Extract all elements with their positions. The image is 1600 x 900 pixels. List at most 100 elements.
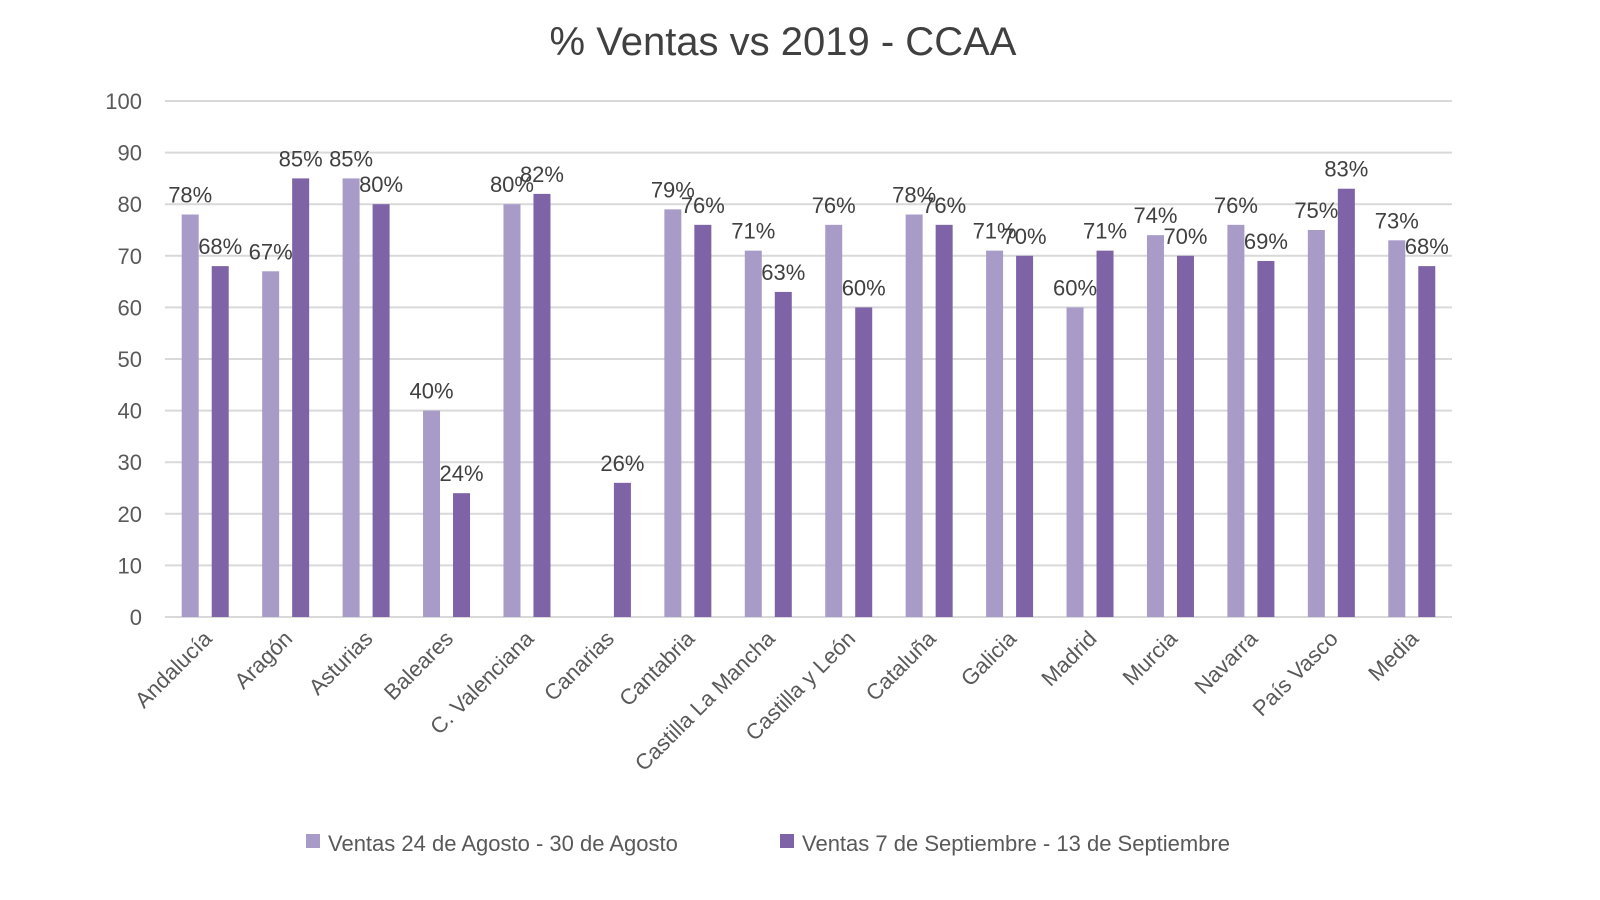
legend-label: Ventas 24 de Agosto - 30 de Agosto (328, 831, 678, 856)
data-label: 82% (520, 162, 564, 187)
data-label: 24% (440, 461, 484, 486)
data-label: 76% (1214, 193, 1258, 218)
bar-series-2-15 (1418, 266, 1436, 617)
x-tick-label: Aragón (229, 626, 297, 694)
bar-series-1-11 (1066, 307, 1084, 617)
data-label: 70% (1163, 224, 1207, 249)
data-label: 78% (168, 183, 212, 208)
bar-series-2-14 (1337, 188, 1355, 617)
x-tick-label: País Vasco (1248, 626, 1343, 721)
legend: Ventas 24 de Agosto - 30 de Agosto Venta… (306, 831, 1230, 856)
data-label: 80% (359, 172, 403, 197)
y-tick-label: 30 (118, 450, 142, 475)
bar-series-2-6 (694, 224, 712, 617)
y-tick-label: 100 (105, 89, 142, 114)
x-tick-label: Canarias (539, 626, 619, 706)
bar-series-2-10 (1016, 255, 1034, 618)
x-tick-label: Galicia (956, 625, 1022, 691)
data-label: 63% (761, 260, 805, 285)
x-tick-label: Asturias (304, 626, 378, 700)
x-tick-label: Navarra (1189, 625, 1263, 699)
data-label: 71% (1083, 219, 1127, 244)
bar-series-2-12 (1176, 255, 1194, 618)
bar-series-2-7 (774, 291, 792, 617)
y-tick-label: 50 (118, 347, 142, 372)
bar-series-1-6 (664, 209, 682, 618)
x-tick-label: Murcia (1118, 625, 1183, 690)
bar-series-1-8 (825, 224, 843, 617)
x-tick-label: Media (1363, 625, 1424, 686)
data-label: 73% (1375, 208, 1419, 233)
legend-swatch (306, 834, 320, 848)
bar-series-1-4 (503, 204, 521, 617)
bar-series-2-0 (211, 266, 229, 617)
bar-series-2-5 (613, 482, 631, 617)
legend-item-series-2[interactable]: Ventas 7 de Septiembre - 13 de Septiembr… (780, 831, 1230, 856)
legend-item-series-1[interactable]: Ventas 24 de Agosto - 30 de Agosto (306, 831, 678, 856)
x-tick-label: Andalucía (130, 625, 217, 712)
data-label: 70% (1003, 224, 1047, 249)
x-tick-label: Cantabria (614, 625, 700, 711)
data-label: 69% (1244, 229, 1288, 254)
data-label: 68% (1405, 234, 1449, 259)
bar-series-1-3 (423, 410, 441, 617)
chart-title: % Ventas vs 2019 - CCAA (550, 20, 1017, 64)
bar-series-1-1 (262, 271, 280, 617)
y-tick-label: 10 (118, 553, 142, 578)
bar-series-2-9 (935, 224, 953, 617)
bar-series-2-2 (372, 204, 390, 617)
y-tick-label: 60 (118, 295, 142, 320)
bar-series-2-8 (855, 307, 873, 617)
y-tick-label: 70 (118, 244, 142, 269)
bar-series-2-11 (1096, 250, 1114, 617)
y-tick-label: 0 (130, 605, 142, 630)
data-label: 76% (681, 193, 725, 218)
x-tick-label: Madrid (1036, 626, 1101, 691)
y-tick-label: 20 (118, 502, 142, 527)
y-tick-label: 40 (118, 399, 142, 424)
x-tick-label: Cataluña (861, 625, 941, 705)
y-tick-label: 90 (118, 141, 142, 166)
legend-swatch (780, 834, 794, 848)
data-label: 67% (249, 239, 293, 264)
data-labels: 78%68% 67%85% 85%80%40%24%80%82%26%79%76%7… (168, 146, 1449, 486)
x-tick-label: Baleares (379, 626, 458, 705)
data-label: 78% (892, 183, 936, 208)
data-label: 75% (1294, 198, 1338, 223)
data-label: 74% (1133, 203, 1177, 228)
bar-series-1-13 (1227, 224, 1245, 617)
bar-series-1-12 (1146, 235, 1164, 617)
legend-label: Ventas 7 de Septiembre - 13 de Septiembr… (802, 831, 1230, 856)
data-label: 60% (842, 275, 886, 300)
data-label: 80% (490, 172, 534, 197)
bar-series-1-0 (181, 214, 199, 617)
x-tick-label: Castilla La Mancha (630, 625, 781, 776)
bar-series-1-15 (1388, 240, 1406, 617)
bars (181, 178, 1436, 618)
data-label: 85% (279, 146, 323, 171)
data-label: 71% (973, 219, 1017, 244)
data-label: 71% (731, 219, 775, 244)
bar-series-1-7 (744, 250, 762, 617)
bar-series-1-9 (905, 214, 923, 617)
bar-series-2-13 (1257, 260, 1275, 617)
data-label: 60% (1053, 275, 1097, 300)
data-label: 76% (922, 193, 966, 218)
bar-series-1-2 (342, 178, 360, 617)
y-tick-label: 80 (118, 192, 142, 217)
bar-series-2-4 (533, 193, 551, 617)
y-axis-ticks: 0 10 20 30 40 50 60 70 80 90 100 (105, 89, 142, 630)
data-label: 68% (198, 234, 242, 259)
bar-series-1-14 (1307, 230, 1325, 617)
data-label: 40% (410, 379, 454, 404)
data-label: 76% (812, 193, 856, 218)
data-label: 26% (600, 451, 644, 476)
bar-series-2-1 (292, 178, 310, 617)
data-label: 79% (651, 177, 695, 202)
data-label: 83% (1324, 157, 1368, 182)
data-label: 85% (329, 146, 373, 171)
bar-series-2-3 (453, 493, 471, 617)
bar-series-1-10 (986, 250, 1004, 617)
